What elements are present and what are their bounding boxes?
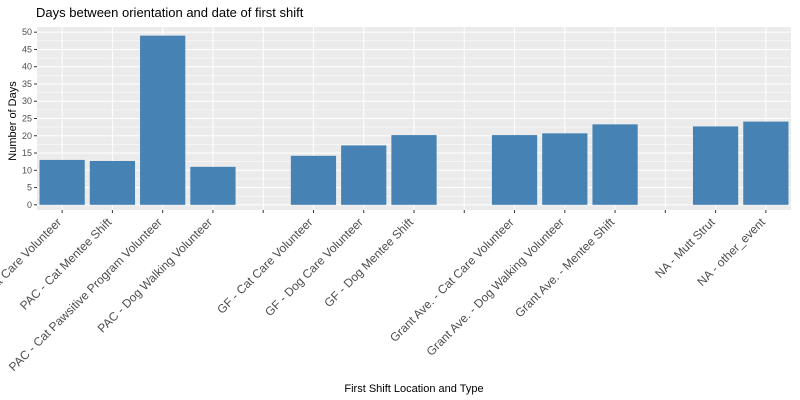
bar (391, 135, 437, 205)
y-tick-label: 45 (22, 44, 32, 54)
y-tick-label: 5 (27, 183, 32, 193)
y-tick-label: 0 (27, 200, 32, 210)
y-tick-label: 50 (22, 27, 32, 37)
y-tick-label: 35 (22, 79, 32, 89)
x-tick-label: PAC - Cat Mentee Shift (17, 215, 115, 313)
y-tick-label: 40 (22, 62, 32, 72)
y-tick-label: 10 (22, 165, 32, 175)
y-tick-label: 15 (22, 148, 32, 158)
bar (290, 155, 337, 205)
bar (89, 160, 136, 205)
bar (491, 135, 538, 205)
bar (140, 35, 186, 205)
x-tick-label: GF - Dog Mentee Shift (321, 215, 416, 310)
y-axis: 0 5 10 15 20 25 30 35 40 45 50 (22, 27, 37, 210)
bar (592, 124, 638, 205)
bars (39, 35, 789, 205)
bar (743, 121, 789, 205)
y-tick-label: 30 (22, 96, 32, 106)
x-axis-title: First Shift Location and Type (344, 383, 483, 395)
bar (39, 159, 85, 205)
bar (341, 145, 387, 205)
x-tick-label: GF - Cat Care Volunteer (214, 215, 315, 316)
x-tick-label: Grant Ave. - Mentee Shift (512, 215, 617, 320)
y-tick-label: 20 (22, 131, 32, 141)
x-tick-label: GF - Dog Care Volunteer (262, 215, 366, 319)
bar (190, 166, 236, 205)
y-axis-title: Number of Days (7, 81, 19, 161)
chart-title: Days between orientation and date of fir… (36, 5, 304, 20)
bar (692, 126, 739, 205)
y-tick-label: 25 (22, 114, 32, 124)
bar (542, 133, 588, 205)
